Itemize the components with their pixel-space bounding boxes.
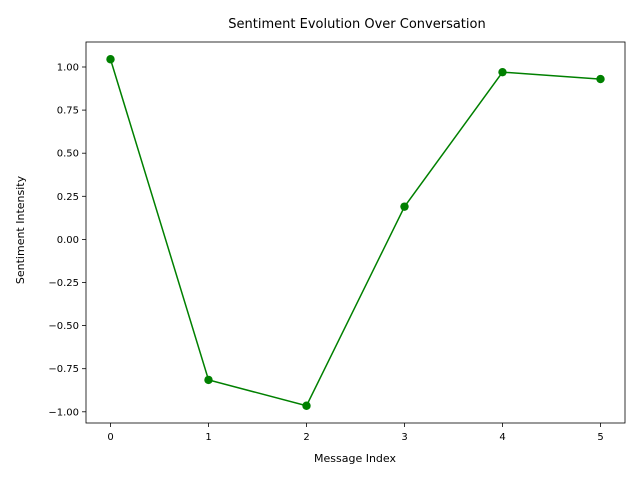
- y-tick-label: −0.50: [48, 321, 79, 332]
- x-tick-label: 2: [303, 432, 309, 443]
- y-tick-label: −0.25: [48, 278, 79, 289]
- data-point: [204, 375, 213, 385]
- y-tick-label: 0.25: [57, 192, 79, 203]
- y-tick-label: −1.00: [48, 407, 79, 418]
- series-line: [109, 59, 601, 407]
- data-point: [106, 55, 115, 64]
- y-axis: −1.00 −0.75 −0.50 −0.25 0.00 0.25 0.50 0.75 1.00: [48, 62, 86, 418]
- plot-area: [85, 41, 626, 424]
- plot-frame: [85, 41, 626, 424]
- data-point: [596, 74, 605, 84]
- x-tick-label: 5: [597, 432, 603, 443]
- data-point: [498, 67, 507, 77]
- data-point: [400, 202, 409, 211]
- x-tick-label: 4: [499, 432, 505, 443]
- y-tick-label: 0.50: [57, 149, 79, 160]
- x-axis-label: Message Index: [314, 452, 396, 465]
- x-tick-label: 0: [107, 432, 113, 443]
- y-tick-label: 1.00: [57, 62, 79, 73]
- y-tick-label: 0.75: [57, 106, 79, 117]
- x-axis: 0 1 2 3 4 5: [107, 423, 604, 443]
- y-axis-label: Sentiment Intensity: [14, 175, 27, 284]
- chart-title: Sentiment Evolution Over Conversation: [228, 17, 485, 32]
- data-point: [302, 401, 311, 410]
- x-tick-label: 1: [205, 432, 211, 443]
- y-tick-label: 0.00: [57, 235, 79, 246]
- y-tick-label: −0.75: [48, 364, 79, 375]
- series-layer: [106, 55, 605, 410]
- x-tick-label: 3: [401, 432, 407, 443]
